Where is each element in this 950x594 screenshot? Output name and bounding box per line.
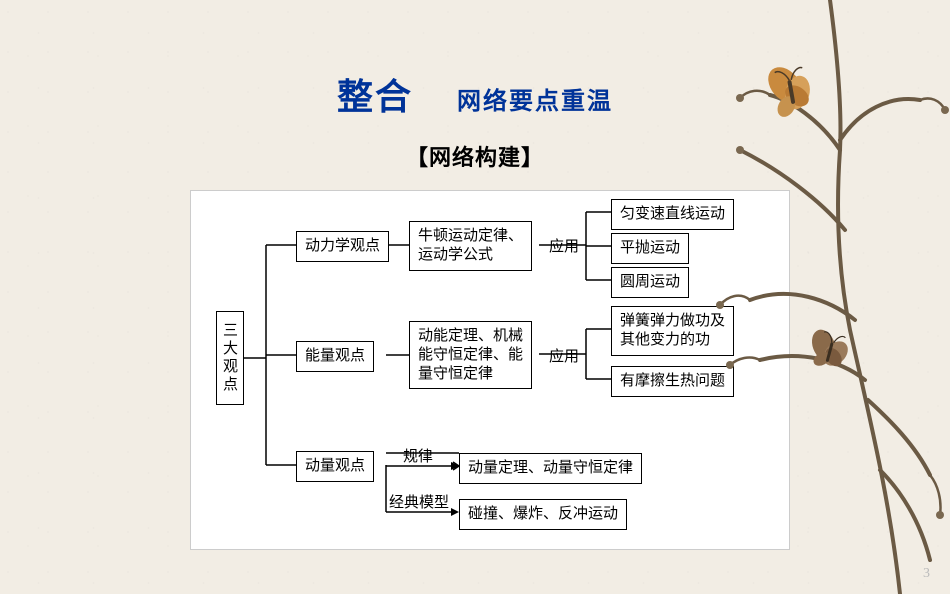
b2-detail: 动能定理、机械 能守恒定律、能 量守恒定律	[409, 321, 532, 389]
b2-app2: 有摩擦生热问题	[611, 366, 734, 397]
b1-app1: 匀变速直线运动	[611, 199, 734, 230]
b1-detail: 牛顿运动定律、 运动学公式	[409, 221, 532, 271]
main-title: 整合	[337, 68, 413, 120]
page-number: 3	[923, 566, 930, 582]
b2-link-label: 应用	[549, 345, 579, 366]
butterfly-icon	[800, 322, 857, 377]
b3-out2: 碰撞、爆炸、反冲运动	[459, 499, 627, 530]
b3-label2: 经典模型	[389, 491, 449, 512]
b1-name: 动力学观点	[296, 231, 389, 262]
b1-app2: 平抛运动	[611, 233, 689, 264]
diagram-panel: 三大观点 动力学观点 牛顿运动定律、 运动学公式 应用 匀变速直线运动 平抛运动…	[190, 190, 790, 550]
root-node: 三大观点	[216, 311, 244, 405]
b1-app3: 圆周运动	[611, 267, 689, 298]
b1-link-label: 应用	[549, 235, 579, 256]
b2-app1: 弹簧弹力做功及 其他变力的功	[611, 306, 734, 356]
b3-out1: 动量定理、动量守恒定律	[459, 453, 642, 484]
b3-label1: 规律	[403, 445, 433, 466]
b2-name: 能量观点	[296, 341, 374, 372]
section-title: 【网络构建】	[0, 140, 950, 172]
b3-name: 动量观点	[296, 451, 374, 482]
sub-title: 网络要点重温	[457, 81, 613, 116]
